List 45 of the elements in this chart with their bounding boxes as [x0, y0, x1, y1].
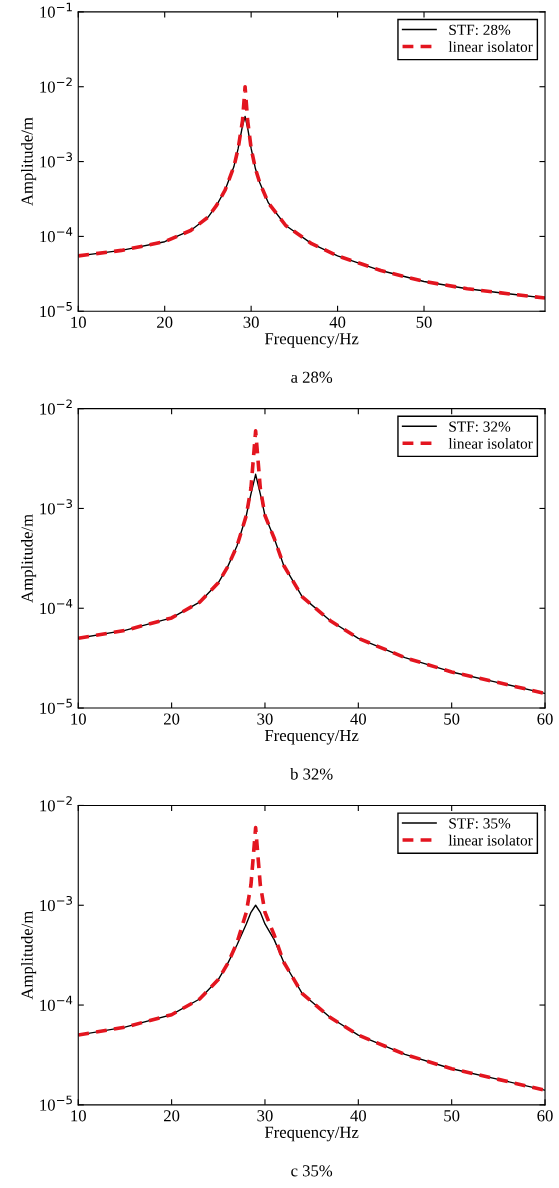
text: b 32% [290, 767, 333, 780]
y-tick-label: 10$^{−2}$ [40, 399, 72, 415]
x-tick-label: 50 [444, 713, 460, 725]
legend-label: STF: 28% [449, 24, 511, 36]
x-tick-label: 30 [257, 713, 273, 725]
x-axis-title: Frequency/Hz [264, 1126, 359, 1142]
y-tick-label: 10$^{−4}$ [40, 227, 73, 243]
x-tick-label: 30 [257, 1110, 273, 1122]
y-axis-title: Amplitude/m [21, 514, 37, 603]
y-tick-label: 10$^{−3}$ [40, 499, 72, 515]
x-tick-label: 40 [329, 316, 346, 328]
legend-label: linear isolator [448, 41, 533, 52]
x-tick-label: 40 [350, 1110, 367, 1122]
x-tick-label: 20 [157, 316, 173, 328]
x-axis-title: Frequency/Hz [264, 729, 359, 745]
y-tick-label: 10$^{−2}$ [40, 796, 72, 812]
x-tick-label: 10 [71, 316, 86, 328]
y-tick-label: 10$^{−4}$ [40, 995, 73, 1011]
y-tick-label: 10$^{−4}$ [40, 599, 73, 615]
y-axis-title: Amplitude/m [21, 117, 37, 206]
x-tick-label: 60 [537, 713, 553, 725]
legend-label: STF: 32% [449, 421, 511, 432]
x-tick-label: 20 [164, 1110, 180, 1122]
y-tick-label: 10$^{−2}$ [40, 77, 72, 93]
x-tick-label: 50 [444, 1110, 460, 1122]
y-tick-label: 10$^{−5}$ [40, 1095, 72, 1111]
x-tick-label: 10 [71, 713, 86, 725]
y-tick-label: 10$^{−3}$ [40, 152, 72, 168]
y-tick-label: 10$^{−1}$ [40, 2, 72, 18]
x-tick-label: 30 [243, 316, 259, 328]
legend-label: linear isolator [448, 834, 533, 846]
x-axis-title: Frequency/Hz [264, 333, 359, 348]
legend-label: STF: 35% [449, 818, 511, 829]
x-tick-label: 50 [416, 316, 432, 328]
x-tick-label: 10 [71, 1110, 86, 1122]
y-axis-title: Amplitude/m [21, 910, 37, 1000]
legend-label: linear isolator [448, 437, 533, 449]
x-tick-label: 40 [350, 713, 367, 725]
x-tick-label: 20 [164, 713, 180, 725]
y-tick-label: 10$^{−3}$ [40, 895, 72, 912]
text: a 28% [291, 371, 333, 383]
y-tick-label: 10$^{−5}$ [40, 698, 72, 714]
x-tick-label: 60 [537, 1110, 553, 1122]
y-tick-label: 10$^{−5}$ [40, 302, 72, 318]
text: c 35% [291, 1165, 333, 1177]
